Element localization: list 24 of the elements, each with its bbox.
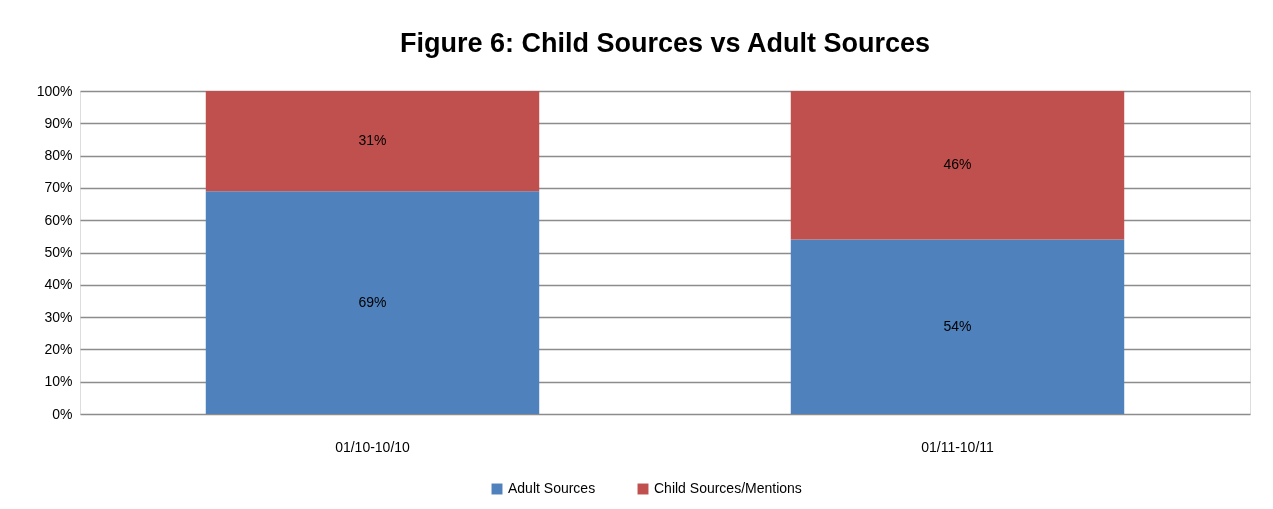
- legend-label: Child Sources/Mentions: [654, 480, 802, 496]
- data-label: 31%: [358, 132, 387, 149]
- bar: [205, 91, 540, 192]
- y-tick-label: 90%: [44, 114, 73, 131]
- y-tick-label: 70%: [44, 179, 73, 196]
- data-label: 69%: [358, 293, 387, 310]
- bar: [790, 239, 1125, 414]
- y-tick-label: 10%: [44, 373, 73, 390]
- y-tick-label: 50%: [44, 244, 73, 260]
- data-label: 54%: [943, 317, 972, 334]
- data-label: 46%: [943, 156, 972, 173]
- bar: [790, 91, 1125, 240]
- y-tick-label: 30%: [44, 308, 73, 325]
- legend-label: Adult Sources: [508, 480, 596, 496]
- y-tick-label: 20%: [44, 340, 73, 357]
- y-tick-label: 60%: [44, 211, 73, 228]
- y-tick-label: 0%: [52, 405, 73, 422]
- bar: [205, 191, 540, 414]
- x-tick-label: 01/11-10/11: [921, 438, 995, 455]
- y-tick-label: 80%: [44, 147, 73, 164]
- x-tick-label: 01/10-10/10: [335, 438, 411, 455]
- chart-title: Figure 6: Child Sources vs Adult Sources: [399, 28, 931, 58]
- y-tick-label: 100%: [36, 82, 73, 99]
- y-tick-label: 40%: [44, 276, 73, 293]
